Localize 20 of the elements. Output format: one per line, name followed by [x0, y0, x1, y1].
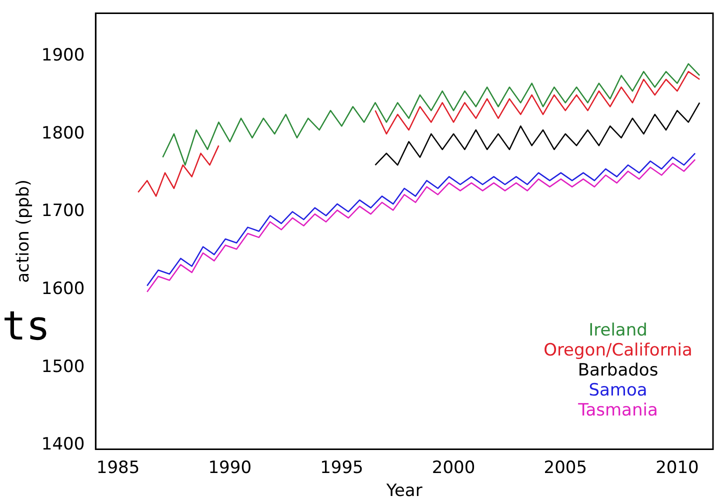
text: Barbados	[578, 360, 658, 381]
x-tick-label: 1990	[208, 458, 252, 478]
text: Samoa	[588, 380, 648, 401]
x-tick-label: 1985	[96, 458, 140, 478]
text: Oregon/California	[544, 340, 692, 361]
x-tick-label: 2000	[432, 458, 476, 478]
text: Ireland	[588, 320, 648, 341]
text: Tasmania	[577, 400, 658, 421]
y-tick-label: 1600	[41, 279, 85, 300]
y-axis-title: action (ppb)	[14, 180, 34, 283]
y-tick-label: 1400	[41, 434, 85, 455]
y-tick-label: 1900	[41, 45, 85, 66]
x-tick-label: 1995	[320, 458, 364, 478]
y-tick-label: 1700	[41, 201, 85, 222]
x-tick-label: 2010	[656, 458, 699, 478]
y-tick-label: 1800	[41, 123, 85, 144]
x-axis-title: Year	[385, 481, 422, 502]
x-tick-label: 2005	[544, 458, 588, 478]
text: ts	[2, 304, 50, 350]
y-tick-label: 1500	[41, 356, 85, 377]
